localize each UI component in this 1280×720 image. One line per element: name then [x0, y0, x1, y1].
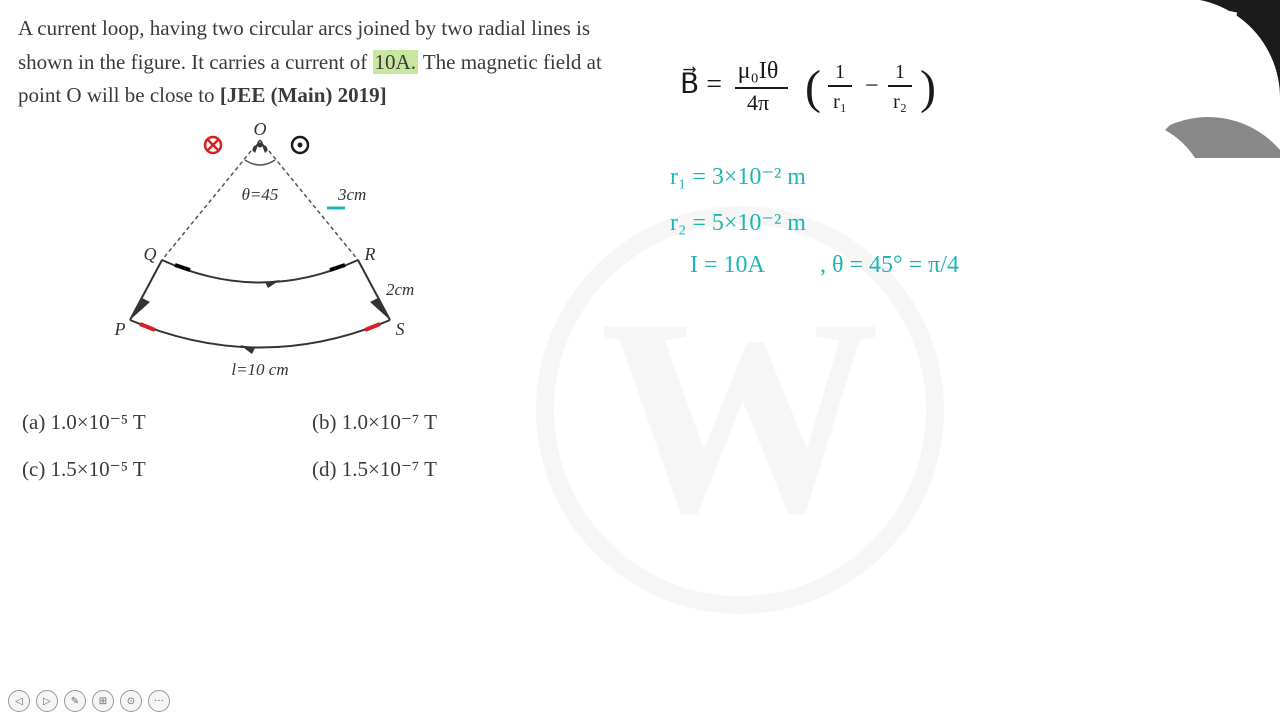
handwritten-theta: , θ = 45° = π/4 — [820, 252, 959, 279]
svg-text:W: W — [600, 260, 880, 571]
tool-grid[interactable]: ⊞ — [92, 690, 114, 712]
svg-text:S: S — [396, 319, 405, 339]
tool-pen[interactable]: ✎ — [64, 690, 86, 712]
handwritten-formula: B⃗ = μ₀Iθ 4π ( 1 r₁ − 1 r₂ ) — [680, 48, 1010, 145]
svg-text:O: O — [254, 120, 267, 139]
toolbar: ◁ ▷ ✎ ⊞ ⊙ ··· — [8, 690, 170, 712]
question-source: [JEE (Main) 2019] — [220, 83, 387, 107]
question-highlight: 10A. — [373, 50, 418, 74]
tool-prev[interactable]: ◁ — [8, 690, 30, 712]
svg-text:1: 1 — [895, 61, 905, 83]
handwritten-r2: r₂ = 5×10⁻² m — [670, 208, 806, 237]
option-b: (b) 1.0×10⁻⁷ T — [312, 410, 602, 435]
svg-text:W: W — [1225, 54, 1265, 100]
svg-text:(: ( — [805, 61, 821, 114]
svg-text:R: R — [364, 244, 376, 264]
logo: P W — [1080, 0, 1280, 160]
svg-text:1: 1 — [835, 61, 845, 83]
diagram: O Q R P S θ=45 3cm 2cm l=10 cm — [100, 120, 420, 390]
svg-text:P: P — [114, 319, 126, 339]
option-d: (d) 1.5×10⁻⁷ T — [312, 457, 602, 482]
svg-text:l=10 cm: l=10 cm — [231, 360, 288, 379]
svg-text:μ₀Iθ: μ₀Iθ — [738, 58, 779, 84]
option-a: (a) 1.0×10⁻⁵ T — [22, 410, 312, 435]
svg-text:Q: Q — [144, 244, 157, 264]
tool-next[interactable]: ▷ — [36, 690, 58, 712]
svg-text:2cm: 2cm — [386, 280, 414, 299]
svg-text:θ=45: θ=45 — [242, 185, 279, 204]
question-text: A current loop, having two circular arcs… — [18, 12, 638, 113]
svg-text:3cm: 3cm — [337, 185, 366, 204]
handwritten-I: I = 10A — [690, 252, 765, 279]
svg-text:4π: 4π — [747, 90, 769, 115]
svg-text:r₁: r₁ — [833, 91, 847, 113]
option-c: (c) 1.5×10⁻⁵ T — [22, 457, 312, 482]
svg-text:B⃗ =: B⃗ = — [680, 66, 722, 100]
options: (a) 1.0×10⁻⁵ T (b) 1.0×10⁻⁷ T (c) 1.5×10… — [22, 410, 622, 504]
svg-text:−: − — [865, 73, 879, 99]
tool-more[interactable]: ··· — [148, 690, 170, 712]
svg-text:): ) — [920, 61, 936, 114]
tool-zoom[interactable]: ⊙ — [120, 690, 142, 712]
svg-text:r₂: r₂ — [893, 91, 907, 113]
handwritten-r1: r₁ = 3×10⁻² m — [670, 162, 806, 191]
